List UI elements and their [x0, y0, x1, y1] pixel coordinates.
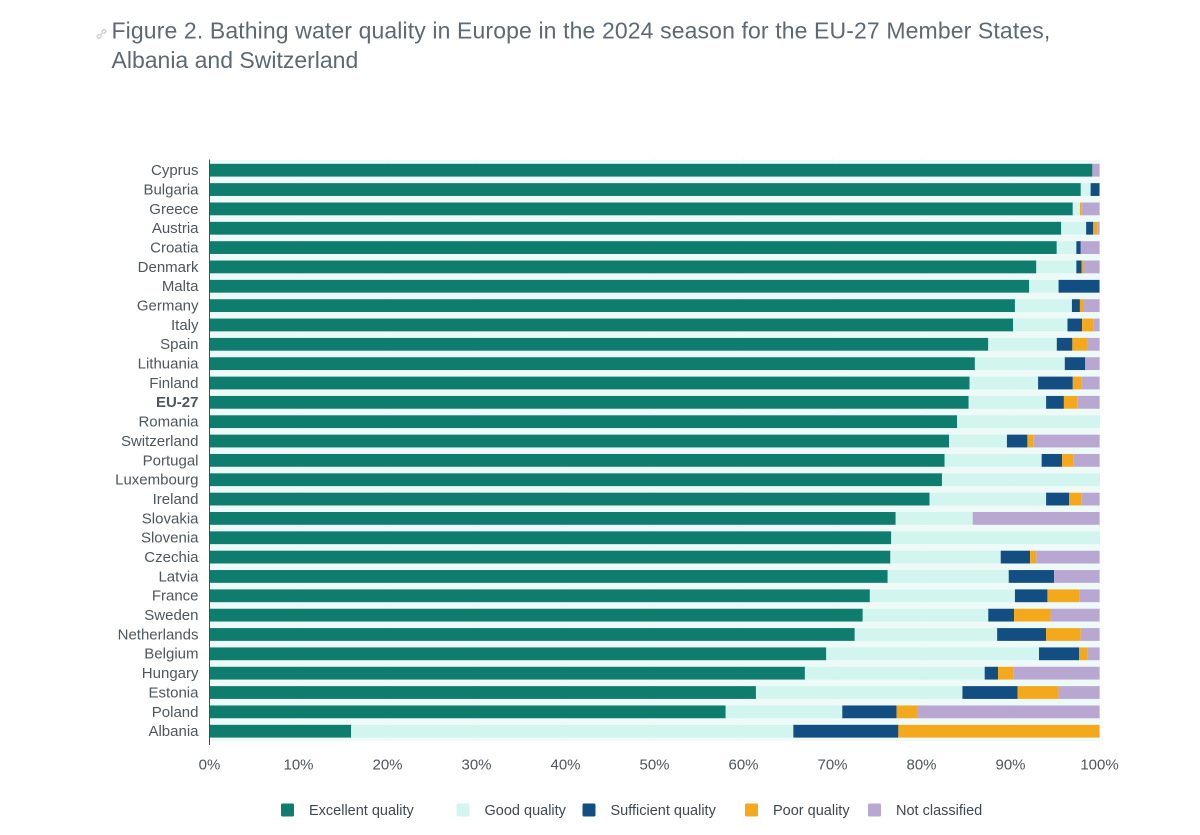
svg-text:Slovakia: Slovakia: [142, 510, 199, 527]
svg-text:40%: 40%: [550, 757, 580, 774]
svg-text:Denmark: Denmark: [138, 259, 199, 276]
svg-text:Switzerland: Switzerland: [121, 433, 199, 450]
svg-text:Finland: Finland: [149, 375, 198, 392]
svg-text:50%: 50%: [639, 757, 669, 774]
svg-text:20%: 20%: [372, 757, 402, 774]
svg-text:Bulgaria: Bulgaria: [143, 181, 199, 198]
svg-text:100%: 100%: [1080, 757, 1118, 774]
svg-text:Croatia: Croatia: [150, 239, 199, 256]
svg-text:Austria: Austria: [152, 220, 199, 237]
svg-text:Cyprus: Cyprus: [151, 162, 199, 179]
svg-text:Portugal: Portugal: [143, 452, 199, 469]
svg-text:Figure 2. Bathing water qualit: Figure 2. Bathing water quality in Europ…: [112, 18, 1051, 44]
svg-text:Netherlands: Netherlands: [118, 626, 199, 643]
svg-text:60%: 60%: [728, 757, 758, 774]
svg-text:0%: 0%: [199, 757, 221, 774]
svg-text:Sweden: Sweden: [144, 607, 198, 624]
svg-text:Albania and Switzerland: Albania and Switzerland: [112, 47, 359, 73]
svg-text:France: France: [152, 588, 199, 605]
svg-text:Slovenia: Slovenia: [141, 530, 199, 547]
svg-text:70%: 70%: [817, 757, 847, 774]
svg-text:Germany: Germany: [137, 298, 199, 315]
svg-text:80%: 80%: [906, 757, 936, 774]
svg-text:Romania: Romania: [138, 414, 199, 431]
svg-text:Czechia: Czechia: [144, 549, 199, 566]
svg-text:Italy: Italy: [171, 317, 199, 334]
svg-text:Ireland: Ireland: [153, 491, 199, 508]
svg-text:Latvia: Latvia: [158, 568, 199, 585]
svg-text:Excellent quality: Excellent quality: [309, 803, 415, 819]
svg-text:30%: 30%: [461, 757, 491, 774]
svg-text:Lithuania: Lithuania: [138, 356, 200, 373]
svg-text:90%: 90%: [995, 757, 1025, 774]
svg-text:EU-27: EU-27: [156, 394, 199, 411]
svg-text:Luxembourg: Luxembourg: [115, 472, 198, 489]
svg-text:Malta: Malta: [162, 278, 199, 295]
svg-text:Poland: Poland: [152, 704, 199, 721]
svg-text:Good quality: Good quality: [485, 803, 567, 819]
svg-text:Sufficient quality: Sufficient quality: [611, 803, 717, 819]
svg-text:10%: 10%: [283, 757, 313, 774]
svg-text:Albania: Albania: [148, 723, 199, 740]
svg-text:Greece: Greece: [149, 201, 198, 218]
svg-text:Hungary: Hungary: [142, 665, 199, 682]
svg-text:Estonia: Estonia: [148, 684, 199, 701]
svg-text:Not classified: Not classified: [896, 803, 982, 819]
svg-text:Poor quality: Poor quality: [773, 803, 850, 819]
svg-text:Spain: Spain: [160, 336, 198, 353]
svg-text:Belgium: Belgium: [144, 646, 198, 663]
